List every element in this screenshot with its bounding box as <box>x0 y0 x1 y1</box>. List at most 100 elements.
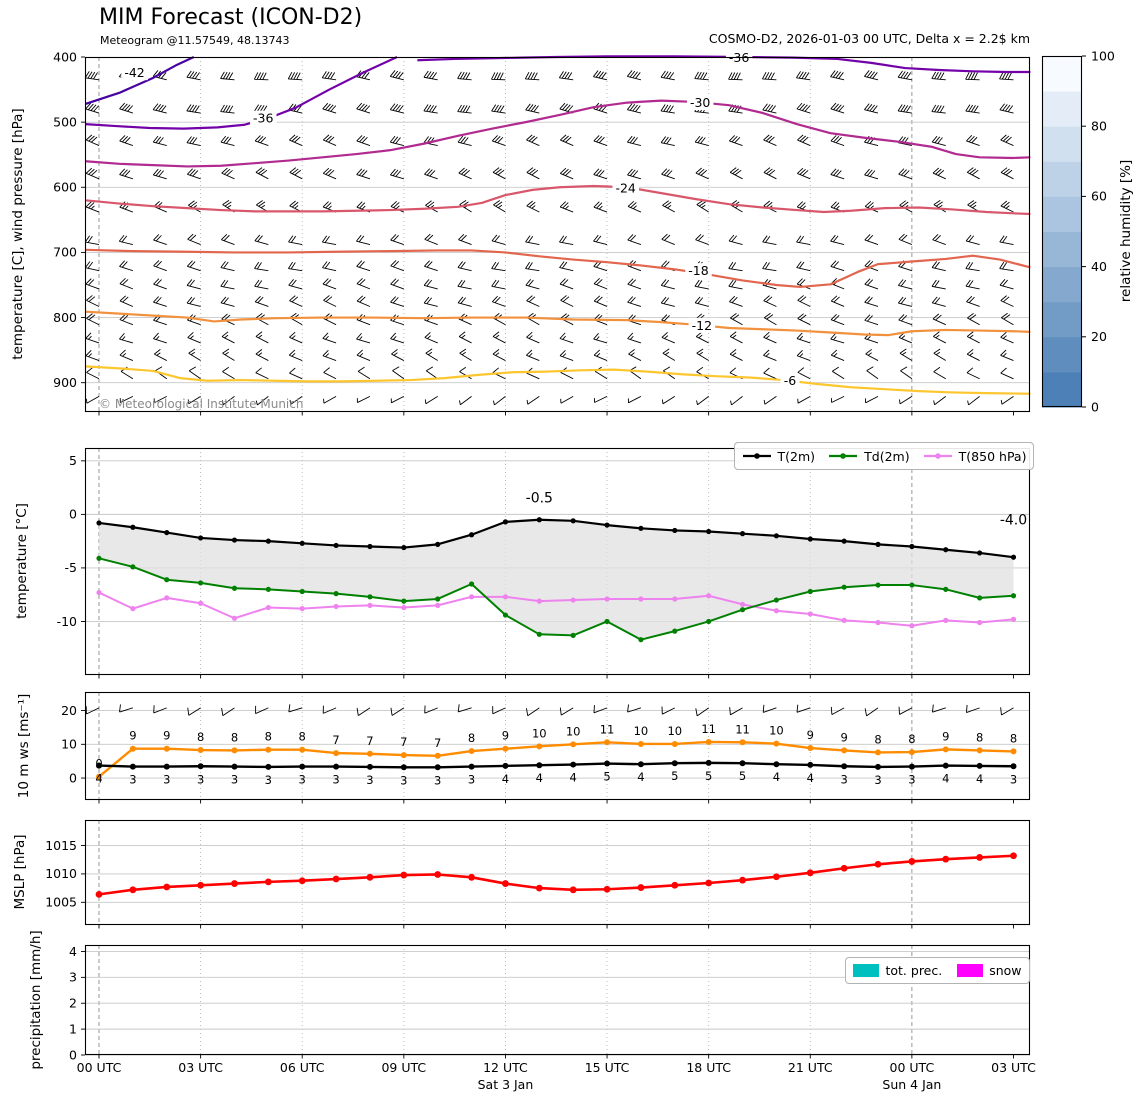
contour-line <box>85 310 1031 337</box>
mslp-line-marker <box>129 886 137 894</box>
wind-gust-value-label: 9 <box>163 729 170 743</box>
wind-barb-icon <box>188 200 201 213</box>
humidity-colorbar: 0 20 40 60 80 100 <box>1041 48 1115 414</box>
wind-barb-icon <box>1000 134 1014 146</box>
wind-barb-icon <box>796 704 811 713</box>
td2m-line-marker <box>570 632 576 638</box>
wind-barb-icon <box>390 314 404 326</box>
wind-barb-icon <box>661 233 675 246</box>
t2m-line-marker <box>333 542 339 549</box>
wind-barb-icon <box>660 279 675 290</box>
wind-barb-icon <box>288 235 303 246</box>
wind-barb-icon <box>289 167 303 180</box>
wind-barb-icon <box>221 331 235 344</box>
contour-label-bg <box>780 373 800 389</box>
mslp-line-marker <box>840 864 848 872</box>
wind-barb-icon <box>559 201 574 213</box>
wind-speed-value-label: 3 <box>231 773 238 787</box>
tot-prec-patch-icon <box>853 964 880 977</box>
wind-speed-value-label: 3 <box>129 773 136 787</box>
td2m-line-marker <box>502 612 509 618</box>
wind-barb-icon <box>864 707 879 717</box>
wind-barb-icon <box>186 296 201 307</box>
mslp-line-marker <box>569 886 577 894</box>
wind-barb-icon <box>253 72 269 81</box>
wind-gust-value-label: 7 <box>332 733 339 747</box>
wind-barb-icon <box>389 103 404 114</box>
wind-barb-icon <box>965 72 980 81</box>
wind-barb-icon <box>458 167 472 180</box>
t850-line-marker <box>672 596 678 602</box>
t850-line-marker <box>265 604 271 611</box>
t850-line-marker <box>773 608 780 614</box>
x-tick-label: 18 UTC <box>686 1060 731 1075</box>
wind-speed-line-marker <box>976 762 983 769</box>
wind-barb-icon <box>322 261 337 272</box>
y-tick-label: -5 <box>65 560 77 575</box>
wind-speed-value-label: 3 <box>163 773 170 787</box>
wind-barb-icon <box>254 234 269 246</box>
x-tick-label: 21 UTC <box>788 1060 833 1075</box>
t2m-line-marker <box>706 528 712 535</box>
wind-gust-line-marker <box>875 749 882 756</box>
y-tick-label: 1015 <box>45 838 77 853</box>
wind-barb-icon <box>627 704 642 713</box>
wind-barb-icon <box>221 167 235 180</box>
wind-barb-icon <box>459 348 472 361</box>
t850-line-marker <box>536 598 542 604</box>
wind-barb-icon <box>660 296 675 307</box>
t850-line-marker <box>706 593 712 599</box>
wind-barb-icon <box>120 366 134 380</box>
wind-barb-icon <box>899 348 913 361</box>
wind-speed-line-marker <box>773 761 780 768</box>
wind-barb-icon <box>119 295 134 307</box>
wind-speed-value-label: 3 <box>874 773 881 787</box>
mslp-line-marker <box>773 873 780 881</box>
wind-barb-icon <box>491 72 506 81</box>
wind-barb-icon <box>762 235 777 246</box>
legend-item-t2m: T(2m) <box>742 449 815 464</box>
wind-barb-icon <box>423 136 438 147</box>
wind-barb-icon <box>831 395 845 403</box>
wind-barb-icon <box>392 366 405 380</box>
wind-barb-icon <box>188 366 201 380</box>
legend-item-snow: snow <box>957 963 1022 978</box>
td2m-line-marker <box>604 618 610 625</box>
wind-barb-icon <box>696 396 709 406</box>
wind-barb-icon <box>222 348 235 361</box>
t850-line <box>98 591 1014 627</box>
wind-barb-icon <box>763 395 777 405</box>
wind-speed-line-marker <box>265 763 272 770</box>
wind-barb-icon <box>931 135 946 147</box>
wind-barb-icon <box>560 395 574 404</box>
wind-barb-icon <box>593 332 608 344</box>
wind-speed-line-marker <box>570 761 577 768</box>
wind-barb-icon <box>730 396 743 406</box>
wind-barb-icon <box>931 104 946 114</box>
t2m-line-marker <box>164 529 170 536</box>
wind-gust-line-marker <box>604 739 611 746</box>
x-tick-label: 06 UTC <box>280 1060 325 1075</box>
wind-barb-icon <box>730 313 743 326</box>
wind-barb-icon <box>153 296 167 307</box>
wind-barb-icon <box>289 395 303 405</box>
t850-line-marker <box>604 596 610 602</box>
colorbar-band <box>1042 91 1082 127</box>
wind-barb-icon <box>763 167 777 180</box>
y-tick-label: 900 <box>53 375 77 390</box>
wind-barb-icon <box>559 278 574 290</box>
wind-barb-icon <box>254 295 269 307</box>
wind-speed-line-marker <box>1010 763 1017 770</box>
wind-barb-icon <box>830 70 845 81</box>
wind-barb-icon <box>119 260 134 272</box>
wind-barb-icon <box>389 135 404 147</box>
wind-barb-icon <box>627 168 642 180</box>
t2m-line-marker <box>502 519 509 525</box>
t2m-line-marker <box>231 537 238 543</box>
wind-speed-line-marker <box>807 761 814 768</box>
t2m-line <box>98 518 1014 559</box>
wind-speed-line-marker <box>705 759 712 766</box>
contour-label: -12 <box>692 318 712 333</box>
wind-barb-icon <box>999 235 1014 246</box>
wind-gust-line-marker <box>773 740 780 747</box>
